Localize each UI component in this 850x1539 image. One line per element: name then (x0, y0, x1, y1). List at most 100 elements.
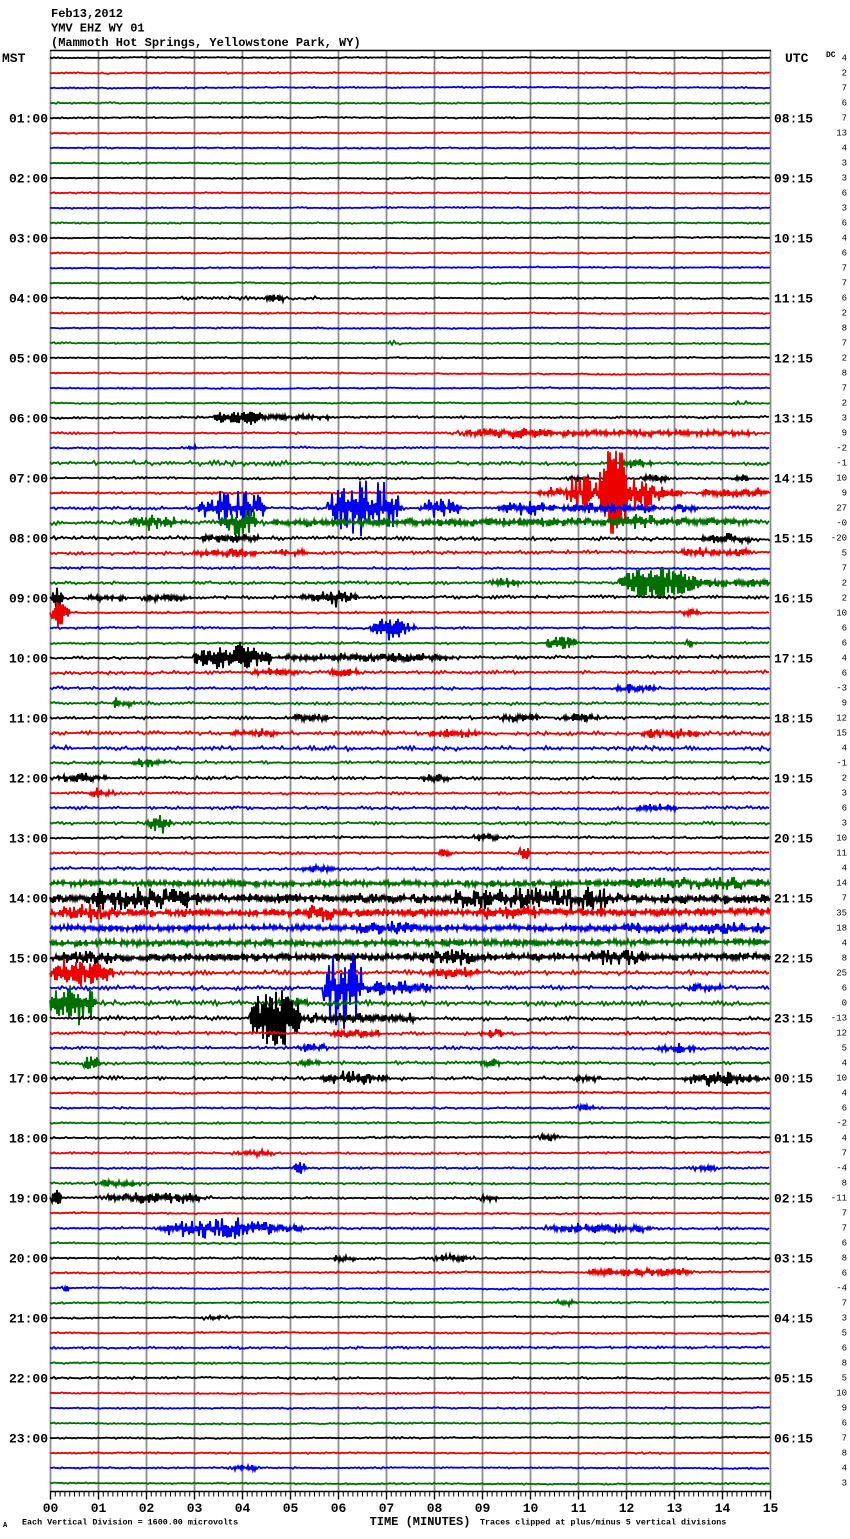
svg-text:04:15: 04:15 (774, 1312, 813, 1327)
svg-text:4: 4 (842, 744, 847, 754)
svg-text:4: 4 (842, 1134, 847, 1144)
svg-text:8: 8 (842, 954, 847, 964)
svg-text:03:00: 03:00 (9, 232, 48, 247)
svg-text:4: 4 (842, 144, 847, 154)
svg-text:-3: -3 (836, 684, 847, 694)
svg-text:08:15: 08:15 (774, 112, 813, 127)
svg-text:7: 7 (842, 264, 847, 274)
svg-text:23:00: 23:00 (9, 1432, 48, 1447)
svg-text:8: 8 (842, 1254, 847, 1264)
svg-text:7: 7 (842, 279, 847, 289)
svg-text:12:00: 12:00 (9, 772, 48, 787)
svg-text:4: 4 (842, 1059, 847, 1069)
svg-text:20:15: 20:15 (774, 832, 813, 847)
svg-text:7: 7 (842, 114, 847, 124)
svg-text:6: 6 (842, 294, 847, 304)
svg-text:7: 7 (842, 1224, 847, 1234)
svg-text:2: 2 (842, 774, 847, 784)
svg-text:8: 8 (842, 369, 847, 379)
svg-text:07: 07 (379, 1501, 395, 1516)
svg-text:10: 10 (523, 1501, 539, 1516)
svg-text:9: 9 (842, 429, 847, 439)
svg-text:00: 00 (43, 1501, 59, 1516)
svg-text:14: 14 (715, 1501, 731, 1516)
svg-text:6: 6 (842, 189, 847, 199)
svg-text:4: 4 (842, 939, 847, 949)
svg-text:5: 5 (842, 1044, 847, 1054)
svg-text:14:00: 14:00 (9, 892, 48, 907)
svg-text:08:00: 08:00 (9, 532, 48, 547)
svg-text:6: 6 (842, 624, 847, 634)
svg-text:00:15: 00:15 (774, 1072, 813, 1087)
svg-text:22:15: 22:15 (774, 952, 813, 967)
svg-text:6: 6 (842, 99, 847, 109)
svg-text:3: 3 (842, 204, 847, 214)
svg-text:14: 14 (836, 879, 847, 889)
svg-text:2: 2 (842, 354, 847, 364)
svg-text:7: 7 (842, 564, 847, 574)
svg-text:19:00: 19:00 (9, 1192, 48, 1207)
svg-text:18:15: 18:15 (774, 712, 813, 727)
svg-text:02:15: 02:15 (774, 1192, 813, 1207)
svg-text:7: 7 (842, 1299, 847, 1309)
svg-text:5: 5 (842, 1374, 847, 1384)
svg-text:6: 6 (842, 1269, 847, 1279)
svg-text:13:00: 13:00 (9, 832, 48, 847)
svg-text:3: 3 (842, 819, 847, 829)
svg-text:27: 27 (836, 504, 847, 514)
svg-text:6: 6 (842, 804, 847, 814)
svg-text:3: 3 (842, 789, 847, 799)
svg-text:12: 12 (836, 714, 847, 724)
svg-text:11:00: 11:00 (9, 712, 48, 727)
svg-text:Each Vertical Division = 1600.: Each Vertical Division = 1600.00 microvo… (22, 1518, 238, 1528)
svg-text:11: 11 (571, 1501, 587, 1516)
svg-text:04:00: 04:00 (9, 292, 48, 307)
svg-text:14:15: 14:15 (774, 472, 813, 487)
svg-text:0: 0 (842, 999, 847, 1009)
svg-text:4: 4 (842, 864, 847, 874)
svg-text:10: 10 (836, 609, 847, 619)
svg-text:-2: -2 (836, 1119, 847, 1129)
svg-text:MST: MST (2, 51, 26, 66)
svg-text:9: 9 (842, 699, 847, 709)
svg-text:9: 9 (842, 489, 847, 499)
svg-text:04: 04 (235, 1501, 251, 1516)
svg-text:3: 3 (842, 159, 847, 169)
svg-text:4: 4 (842, 654, 847, 664)
svg-text:6: 6 (842, 1104, 847, 1114)
svg-text:13: 13 (836, 129, 847, 139)
svg-text:-4: -4 (836, 1284, 847, 1294)
svg-text:3: 3 (842, 414, 847, 424)
svg-text:2: 2 (842, 399, 847, 409)
svg-text:10:15: 10:15 (774, 232, 813, 247)
svg-text:7: 7 (842, 1149, 847, 1159)
svg-text:13: 13 (667, 1501, 683, 1516)
svg-text:10: 10 (836, 1389, 847, 1399)
svg-text:6: 6 (842, 984, 847, 994)
svg-text:DC: DC (826, 51, 836, 60)
svg-text:6: 6 (842, 249, 847, 259)
svg-text:17:15: 17:15 (774, 652, 813, 667)
svg-text:08: 08 (427, 1501, 443, 1516)
svg-text:23:15: 23:15 (774, 1012, 813, 1027)
svg-text:11:15: 11:15 (774, 292, 813, 307)
svg-text:6: 6 (842, 669, 847, 679)
svg-text:2: 2 (842, 69, 847, 79)
svg-text:07:00: 07:00 (9, 472, 48, 487)
svg-text:05: 05 (283, 1501, 299, 1516)
svg-text:12: 12 (619, 1501, 635, 1516)
svg-text:-20: -20 (831, 534, 847, 544)
svg-text:10: 10 (836, 474, 847, 484)
svg-text:5: 5 (842, 1329, 847, 1339)
svg-text:-0: -0 (836, 519, 847, 529)
svg-text:7: 7 (842, 894, 847, 904)
svg-text:21:15: 21:15 (774, 892, 813, 907)
svg-text:03:15: 03:15 (774, 1252, 813, 1267)
svg-text:35: 35 (836, 909, 847, 919)
svg-text:TIME (MINUTES): TIME (MINUTES) (370, 1515, 471, 1529)
svg-text:3: 3 (842, 1314, 847, 1324)
svg-text:YMV EHZ WY 01: YMV EHZ WY 01 (51, 22, 145, 36)
svg-text:8: 8 (842, 1179, 847, 1189)
svg-text:17:00: 17:00 (9, 1072, 48, 1087)
svg-text:05:00: 05:00 (9, 352, 48, 367)
